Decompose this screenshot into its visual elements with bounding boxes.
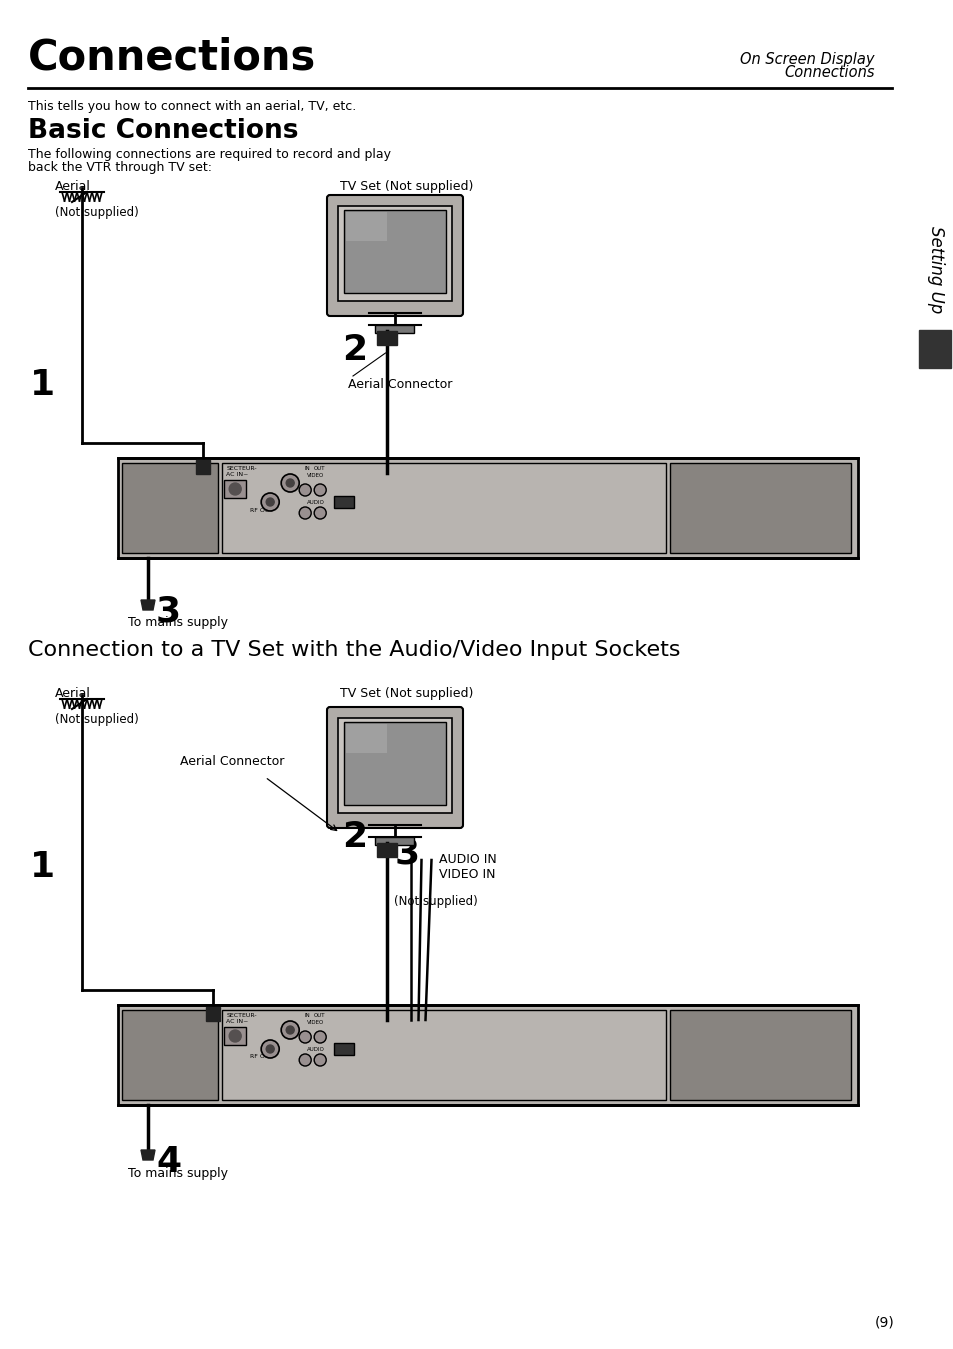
Text: VIDEO IN: VIDEO IN [439,867,496,881]
Circle shape [266,1045,274,1054]
Circle shape [314,1031,326,1043]
Circle shape [286,479,294,487]
Text: (Not supplied): (Not supplied) [395,894,477,908]
Bar [195,460,210,473]
Bar [344,722,446,805]
Circle shape [266,498,274,506]
Text: Setting Up: Setting Up [926,227,944,313]
Text: Aerial Connector: Aerial Connector [180,755,284,768]
Bar [346,212,386,241]
Text: 3: 3 [395,836,419,871]
Bar [375,325,414,333]
Bar [334,1043,354,1055]
Text: (9): (9) [874,1315,894,1329]
Text: Basic Connections: Basic Connections [28,117,298,144]
Text: IN: IN [304,465,310,471]
Text: Aerial Connector: Aerial Connector [348,378,452,391]
Bar [918,331,950,368]
Text: Connections: Connections [783,65,874,80]
Text: AUDIO IN: AUDIO IN [439,853,497,866]
Bar [346,724,386,753]
Text: AC IN~: AC IN~ [226,472,249,478]
Circle shape [299,507,311,519]
Bar [377,843,397,857]
Bar [337,206,452,301]
Bar [670,463,851,553]
Circle shape [281,1021,299,1039]
Bar [334,496,354,509]
Text: IN: IN [304,1013,310,1018]
Bar [122,463,218,553]
Bar [222,463,665,553]
Text: The following connections are required to record and play: The following connections are required t… [28,148,391,161]
Text: RF OUT: RF OUT [250,507,274,513]
Circle shape [314,1054,326,1066]
Text: Aerial: Aerial [55,179,91,193]
Text: SECTEUR-: SECTEUR- [226,465,256,471]
FancyBboxPatch shape [118,1005,857,1105]
Bar [206,1006,220,1021]
Text: 1: 1 [30,850,55,884]
Text: (Not supplied): (Not supplied) [55,206,138,219]
Text: TV Set (Not supplied): TV Set (Not supplied) [339,687,473,700]
Bar [224,480,246,498]
Text: (Not supplied): (Not supplied) [55,714,138,726]
Polygon shape [141,1149,154,1160]
Circle shape [261,492,279,511]
Bar [224,1027,246,1045]
Text: Connection to a TV Set with the Audio/Video Input Sockets: Connection to a TV Set with the Audio/Vi… [28,639,679,660]
Text: 1: 1 [30,368,55,402]
Circle shape [299,1031,311,1043]
Text: SECTEUR-: SECTEUR- [226,1013,256,1018]
FancyBboxPatch shape [327,196,462,316]
Circle shape [261,1040,279,1058]
Circle shape [281,473,299,492]
Text: To mains supply: To mains supply [128,616,228,629]
Circle shape [299,1054,311,1066]
Text: back the VTR through TV set:: back the VTR through TV set: [28,161,212,174]
Bar [337,718,452,813]
Text: OUT: OUT [314,1013,325,1018]
Text: AUDIO: AUDIO [307,1047,325,1052]
Text: On Screen Display: On Screen Display [740,53,874,67]
Text: AUDIO: AUDIO [307,500,325,505]
Bar [377,331,397,345]
Bar [344,210,446,293]
Text: To mains supply: To mains supply [128,1167,228,1180]
Text: VIDEO: VIDEO [307,473,324,478]
Text: This tells you how to connect with an aerial, TV, etc.: This tells you how to connect with an ae… [28,100,355,113]
FancyBboxPatch shape [327,707,462,828]
Bar [122,1010,218,1099]
Text: 2: 2 [342,820,367,854]
Circle shape [314,507,326,519]
Polygon shape [141,600,154,610]
Circle shape [229,483,241,495]
Circle shape [299,484,311,496]
Text: OUT: OUT [314,465,325,471]
Text: Aerial: Aerial [55,687,91,700]
Bar [222,1010,665,1099]
Circle shape [314,484,326,496]
Bar [670,1010,851,1099]
Text: 3: 3 [156,594,181,629]
Circle shape [229,1031,241,1041]
Circle shape [286,1027,294,1033]
Text: 4: 4 [156,1145,181,1179]
Text: Connections: Connections [28,36,315,80]
Text: 2: 2 [342,333,367,367]
Text: TV Set (Not supplied): TV Set (Not supplied) [339,179,473,193]
Bar [375,836,414,844]
Text: AC IN~: AC IN~ [226,1018,249,1024]
Text: VIDEO: VIDEO [307,1020,324,1025]
FancyBboxPatch shape [118,459,857,558]
Text: RF OUT: RF OUT [250,1055,274,1059]
